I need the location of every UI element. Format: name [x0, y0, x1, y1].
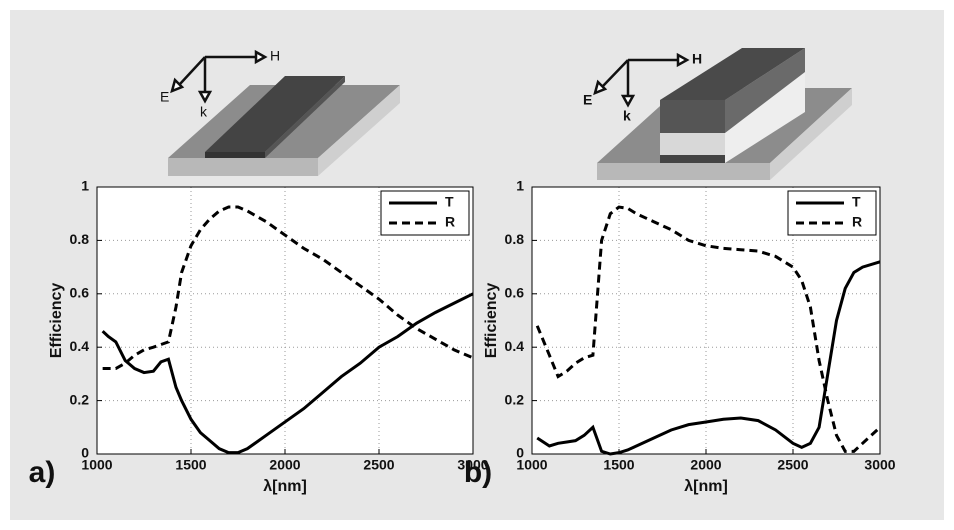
substrate-side	[318, 85, 400, 176]
x-tick-label: 2000	[269, 457, 300, 473]
plot-frame	[96, 186, 474, 455]
y-tick-label: 0.2	[505, 391, 525, 407]
y-axis-label: Efficiency	[48, 283, 65, 359]
series-line	[102, 205, 474, 371]
substrate-side	[770, 88, 852, 180]
y-axis-label: Efficiency	[483, 283, 500, 359]
legend-label: T	[852, 194, 861, 210]
series-line	[536, 260, 881, 456]
legend-label: R	[852, 214, 862, 230]
y-tick-label: 1	[516, 178, 524, 194]
legend-label: T	[445, 194, 454, 210]
series-line	[101, 292, 474, 455]
x-axis-label: λ[nm]	[263, 478, 307, 495]
y-tick-label: 0.6	[70, 285, 90, 301]
stack-side-top	[725, 48, 805, 133]
inset-a: H E k	[160, 48, 400, 176]
e-label: E	[583, 92, 592, 108]
substrate-front	[168, 158, 318, 176]
y-tick-label: 0.4	[505, 338, 525, 354]
x-tick-label: 2500	[777, 457, 808, 473]
y-tick-label: 0	[81, 445, 89, 461]
k-label: k	[623, 108, 631, 124]
inset-b: H E k	[583, 48, 852, 180]
legend-box	[787, 190, 877, 236]
axes-arrows	[593, 52, 690, 108]
y-tick-label: 0.8	[70, 231, 90, 247]
e-label: E	[160, 89, 169, 105]
stack-top-layer	[660, 100, 725, 133]
x-axis-label: λ[nm]	[684, 478, 728, 495]
x-tick-label: 1500	[175, 457, 206, 473]
h-label: H	[692, 51, 702, 67]
strip-side	[265, 76, 345, 158]
x-tick-label: 2000	[690, 457, 721, 473]
y-tick-label: 0.6	[505, 285, 525, 301]
panel-label: a)	[29, 456, 56, 489]
y-tick-label: 0.4	[70, 338, 90, 354]
h-label: H	[270, 48, 280, 64]
substrate-front	[597, 163, 770, 180]
k-label: k	[200, 104, 208, 120]
x-tick-label: 3000	[457, 457, 488, 473]
stack-top	[660, 48, 805, 100]
strip-top	[205, 76, 345, 152]
legend-label: R	[445, 214, 455, 230]
y-tick-label: 0.2	[70, 391, 90, 407]
stack-bottom-layer	[660, 155, 725, 163]
plot-frame	[531, 186, 881, 455]
series-line	[535, 205, 882, 453]
x-tick-label: 1000	[81, 457, 112, 473]
x-tick-label: 1000	[516, 457, 547, 473]
panel-label: b)	[464, 456, 492, 489]
axes-arrows	[170, 49, 268, 104]
y-tick-label: 0	[516, 445, 524, 461]
strip-front	[205, 152, 265, 158]
y-tick-label: 1	[81, 178, 89, 194]
x-tick-label: 2500	[363, 457, 394, 473]
y-tick-label: 0.8	[505, 231, 525, 247]
x-tick-label: 1500	[603, 457, 634, 473]
legend-box	[380, 190, 470, 236]
x-tick-label: 3000	[864, 457, 895, 473]
